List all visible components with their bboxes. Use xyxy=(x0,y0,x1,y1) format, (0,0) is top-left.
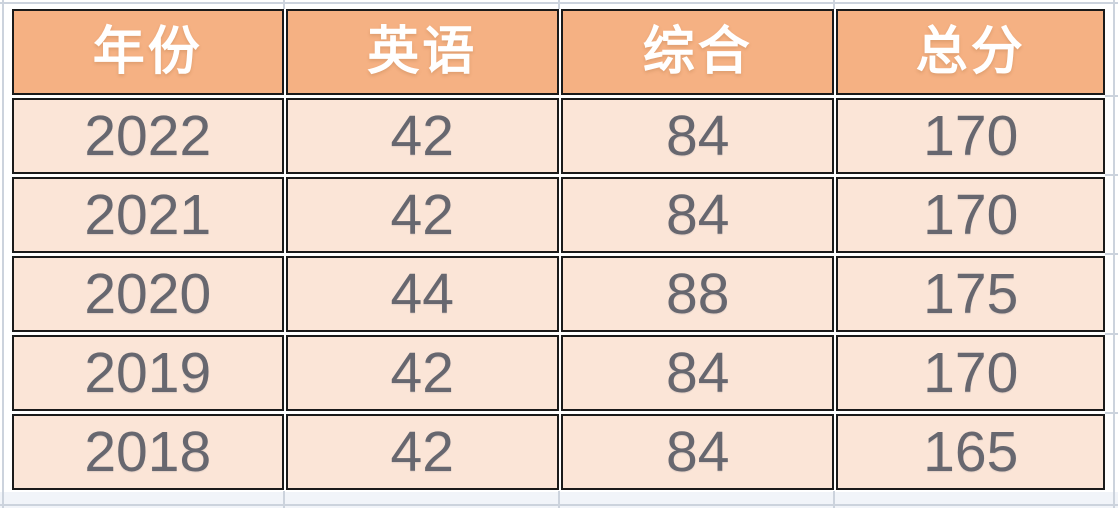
header-cell-year: 年份 xyxy=(12,9,284,95)
year-cell: 2018 xyxy=(12,414,284,490)
score-cell: 175 xyxy=(836,256,1105,332)
spreadsheet-gridline xyxy=(283,0,285,9)
year-cell: 2022 xyxy=(12,98,284,174)
header-cell-comprehensive: 综合 xyxy=(560,9,835,95)
score-cell: 84 xyxy=(560,177,835,253)
spreadsheet-gridline xyxy=(558,491,560,508)
score-cell: 170 xyxy=(836,177,1105,253)
spreadsheet-gridline xyxy=(1105,95,1118,97)
spreadsheet-gridline xyxy=(1105,412,1118,414)
score-cell: 165 xyxy=(836,414,1105,490)
spreadsheet-gridline xyxy=(283,491,285,508)
year-cell: 2020 xyxy=(12,256,284,332)
score-cell: 170 xyxy=(836,98,1105,174)
spreadsheet-gridline xyxy=(1105,174,1118,176)
score-cell: 170 xyxy=(836,335,1105,411)
spreadsheet-gridline xyxy=(833,0,835,9)
header-cell-total: 总分 xyxy=(836,9,1105,95)
spreadsheet-gridline xyxy=(1105,253,1118,255)
score-cell: 42 xyxy=(285,414,559,490)
spreadsheet-gridline xyxy=(2,0,4,508)
score-cell: 42 xyxy=(285,177,559,253)
spreadsheet-gridline xyxy=(833,491,835,508)
spreadsheet-gridline xyxy=(558,0,560,9)
score-cell: 42 xyxy=(285,98,559,174)
score-cell: 84 xyxy=(560,98,835,174)
year-cell: 2021 xyxy=(12,177,284,253)
score-cell: 84 xyxy=(560,414,835,490)
score-cell: 42 xyxy=(285,335,559,411)
score-cell: 84 xyxy=(560,335,835,411)
score-cell: 44 xyxy=(285,256,559,332)
score-table: 年份 英语 综合 总分 2022 42 84 170 2021 42 84 17… xyxy=(12,9,1105,490)
spreadsheet-gridline xyxy=(1105,333,1118,335)
header-cell-english: 英语 xyxy=(285,9,559,95)
score-cell: 88 xyxy=(560,256,835,332)
year-cell: 2019 xyxy=(12,335,284,411)
